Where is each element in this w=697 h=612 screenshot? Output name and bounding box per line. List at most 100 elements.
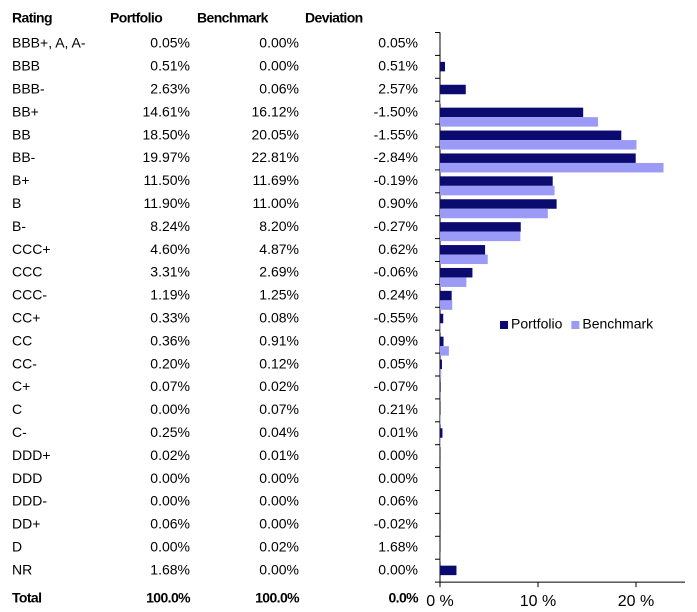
deviation-cell: 0.09% — [378, 332, 418, 348]
portfolio-cell: 4.60% — [150, 241, 190, 257]
deviation-cell: -0.07% — [374, 378, 418, 394]
portfolio-cell: 14.61% — [143, 103, 190, 119]
deviation-cell: 0.24% — [378, 287, 418, 303]
bar — [440, 359, 442, 370]
bar — [440, 231, 521, 242]
rating-label: DDD+ — [12, 447, 51, 463]
portfolio-cell: 1.19% — [150, 287, 190, 303]
rating-label: DDD — [12, 470, 42, 486]
rating-label: CCC+ — [12, 241, 51, 257]
benchmark-cell: 0.00% — [259, 493, 299, 509]
bar — [440, 382, 441, 392]
portfolio-cell: 0.00% — [150, 470, 190, 486]
bar — [440, 313, 444, 324]
benchmark-cell: 0.06% — [259, 80, 299, 96]
deviation-cell: 0.90% — [378, 195, 418, 211]
portfolio-cell: 8.24% — [150, 218, 190, 234]
portfolio-cell: 0.05% — [150, 35, 190, 51]
portfolio-cell: 0.02% — [150, 447, 190, 463]
rating-label: CC+ — [12, 309, 40, 325]
benchmark-cell: 0.00% — [259, 35, 299, 51]
bar — [440, 130, 622, 141]
benchmark-cell: 0.07% — [259, 401, 299, 417]
portfolio-cell: 0.33% — [150, 309, 190, 325]
portfolio-cell: 2.63% — [150, 80, 190, 96]
portfolio-cell: 0.00% — [150, 538, 190, 554]
deviation-cell: 0.01% — [378, 424, 418, 440]
total-cell: 100.0% — [146, 590, 191, 606]
portfolio-cell: 1.68% — [150, 561, 190, 577]
bar — [440, 84, 466, 95]
deviation-cell: 0.00% — [378, 470, 418, 486]
rating-label: BB — [12, 126, 31, 142]
rating-label: DD+ — [12, 516, 40, 532]
column-header: Portfolio — [110, 10, 162, 26]
rating-label: NR — [12, 561, 32, 577]
rating-label: B- — [12, 218, 26, 234]
rating-label: C- — [12, 424, 27, 440]
bar — [440, 277, 467, 287]
bar — [440, 140, 637, 150]
deviation-cell: 0.00% — [378, 561, 418, 577]
bar — [440, 162, 664, 173]
legend-label: Benchmark — [582, 316, 654, 332]
rating-label: CC — [12, 332, 32, 348]
bar — [440, 519, 441, 530]
column-header: Rating — [12, 10, 52, 26]
deviation-cell: 0.00% — [378, 447, 418, 463]
rating-label: CC- — [12, 355, 37, 371]
deviation-cell: -0.27% — [374, 218, 418, 234]
rating-label: B — [12, 195, 21, 211]
benchmark-cell: 11.69% — [253, 172, 299, 188]
benchmark-cell: 0.01% — [259, 447, 299, 463]
rating-label: BB+ — [12, 103, 39, 119]
rating-label: BB- — [12, 149, 36, 165]
rating-label: C+ — [12, 378, 30, 394]
rating-label: D — [12, 538, 22, 554]
benchmark-cell: 0.04% — [259, 424, 299, 440]
column-header: Deviation — [305, 10, 363, 26]
deviation-cell: 0.21% — [378, 401, 418, 417]
bar — [440, 346, 449, 356]
rating-label: C — [12, 401, 22, 417]
portfolio-cell: 0.07% — [150, 378, 190, 394]
benchmark-cell: 0.00% — [259, 561, 299, 577]
deviation-cell: -0.02% — [374, 516, 418, 532]
bar — [440, 245, 486, 255]
legend-swatch — [571, 321, 580, 329]
bar — [440, 323, 441, 333]
deviation-cell: -1.55% — [374, 126, 418, 142]
deviation-cell: -2.84% — [374, 149, 418, 165]
benchmark-cell: 2.69% — [259, 264, 299, 280]
bar — [440, 199, 557, 209]
portfolio-cell: 19.97% — [143, 149, 190, 165]
deviation-cell: -1.50% — [374, 103, 418, 119]
benchmark-cell: 0.00% — [259, 470, 299, 486]
x-tick-label: 10 % — [520, 593, 556, 610]
benchmark-cell: 0.02% — [259, 538, 299, 554]
legend-swatch — [500, 321, 508, 329]
rating-label: BBB+, A, A- — [12, 35, 86, 51]
portfolio-cell: 3.31% — [150, 264, 190, 280]
portfolio-cell: 0.20% — [150, 355, 190, 371]
deviation-cell: 2.57% — [378, 80, 418, 96]
bar — [440, 267, 473, 278]
benchmark-cell: 0.00% — [259, 58, 299, 74]
x-tick-label: 20 % — [618, 593, 654, 610]
bar — [440, 300, 453, 310]
deviation-cell: 0.05% — [378, 35, 418, 51]
deviation-cell: 0.05% — [378, 355, 418, 371]
benchmark-cell: 22.81% — [252, 149, 299, 165]
benchmark-cell: 0.00% — [259, 516, 299, 532]
benchmark-cell: 0.08% — [259, 309, 299, 325]
portfolio-cell: 0.06% — [150, 516, 190, 532]
portfolio-cell: 0.25% — [150, 424, 190, 440]
portfolio-cell: 0.00% — [150, 493, 190, 509]
bar — [440, 336, 444, 347]
benchmark-cell: 0.12% — [259, 355, 299, 371]
bar — [440, 208, 548, 219]
deviation-cell: -0.06% — [374, 264, 418, 280]
total-cell: 100.0% — [255, 590, 300, 606]
portfolio-cell: 0.51% — [150, 58, 190, 74]
